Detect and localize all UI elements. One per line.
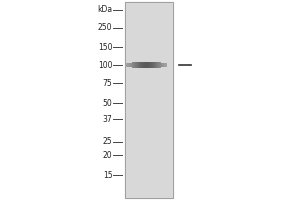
Bar — [142, 62, 143, 68]
Bar — [131, 63, 132, 67]
Bar — [132, 62, 133, 68]
Text: 25: 25 — [103, 138, 112, 146]
Bar — [153, 62, 154, 68]
Text: 150: 150 — [98, 43, 112, 51]
Bar — [140, 62, 141, 68]
Bar — [150, 62, 151, 68]
Text: 50: 50 — [103, 98, 112, 108]
Text: kDa: kDa — [98, 5, 112, 15]
Bar — [138, 62, 139, 68]
Bar — [141, 62, 142, 68]
Bar — [151, 62, 152, 68]
Bar — [124, 2, 172, 198]
Bar — [160, 62, 161, 68]
Bar — [156, 62, 157, 68]
Bar — [145, 62, 146, 68]
Bar — [157, 62, 158, 68]
Bar — [129, 63, 130, 67]
Bar — [144, 62, 145, 68]
Bar — [134, 62, 135, 68]
Bar — [154, 62, 155, 68]
Bar — [159, 62, 160, 68]
Bar — [147, 62, 148, 68]
Bar — [133, 62, 134, 68]
Bar — [137, 62, 138, 68]
Bar — [125, 63, 126, 67]
Bar — [155, 62, 156, 68]
Text: 37: 37 — [103, 114, 112, 123]
Bar — [126, 63, 127, 67]
Bar — [146, 62, 147, 68]
Bar — [124, 2, 172, 198]
Bar — [139, 62, 140, 68]
Bar — [135, 62, 136, 68]
Bar — [161, 63, 162, 67]
Text: 100: 100 — [98, 60, 112, 70]
Bar — [148, 62, 149, 68]
Bar — [164, 63, 165, 67]
Text: 15: 15 — [103, 170, 112, 180]
Bar — [149, 62, 150, 68]
Bar — [162, 63, 163, 67]
Bar — [128, 63, 129, 67]
Bar — [143, 62, 144, 68]
Text: 250: 250 — [98, 23, 112, 32]
Text: 20: 20 — [103, 151, 112, 160]
Bar — [152, 62, 153, 68]
Bar — [158, 62, 159, 68]
Bar — [136, 62, 137, 68]
Bar — [163, 63, 164, 67]
Text: 75: 75 — [103, 78, 112, 88]
Bar — [130, 63, 131, 67]
Bar — [165, 63, 166, 67]
Bar — [139, 62, 140, 68]
